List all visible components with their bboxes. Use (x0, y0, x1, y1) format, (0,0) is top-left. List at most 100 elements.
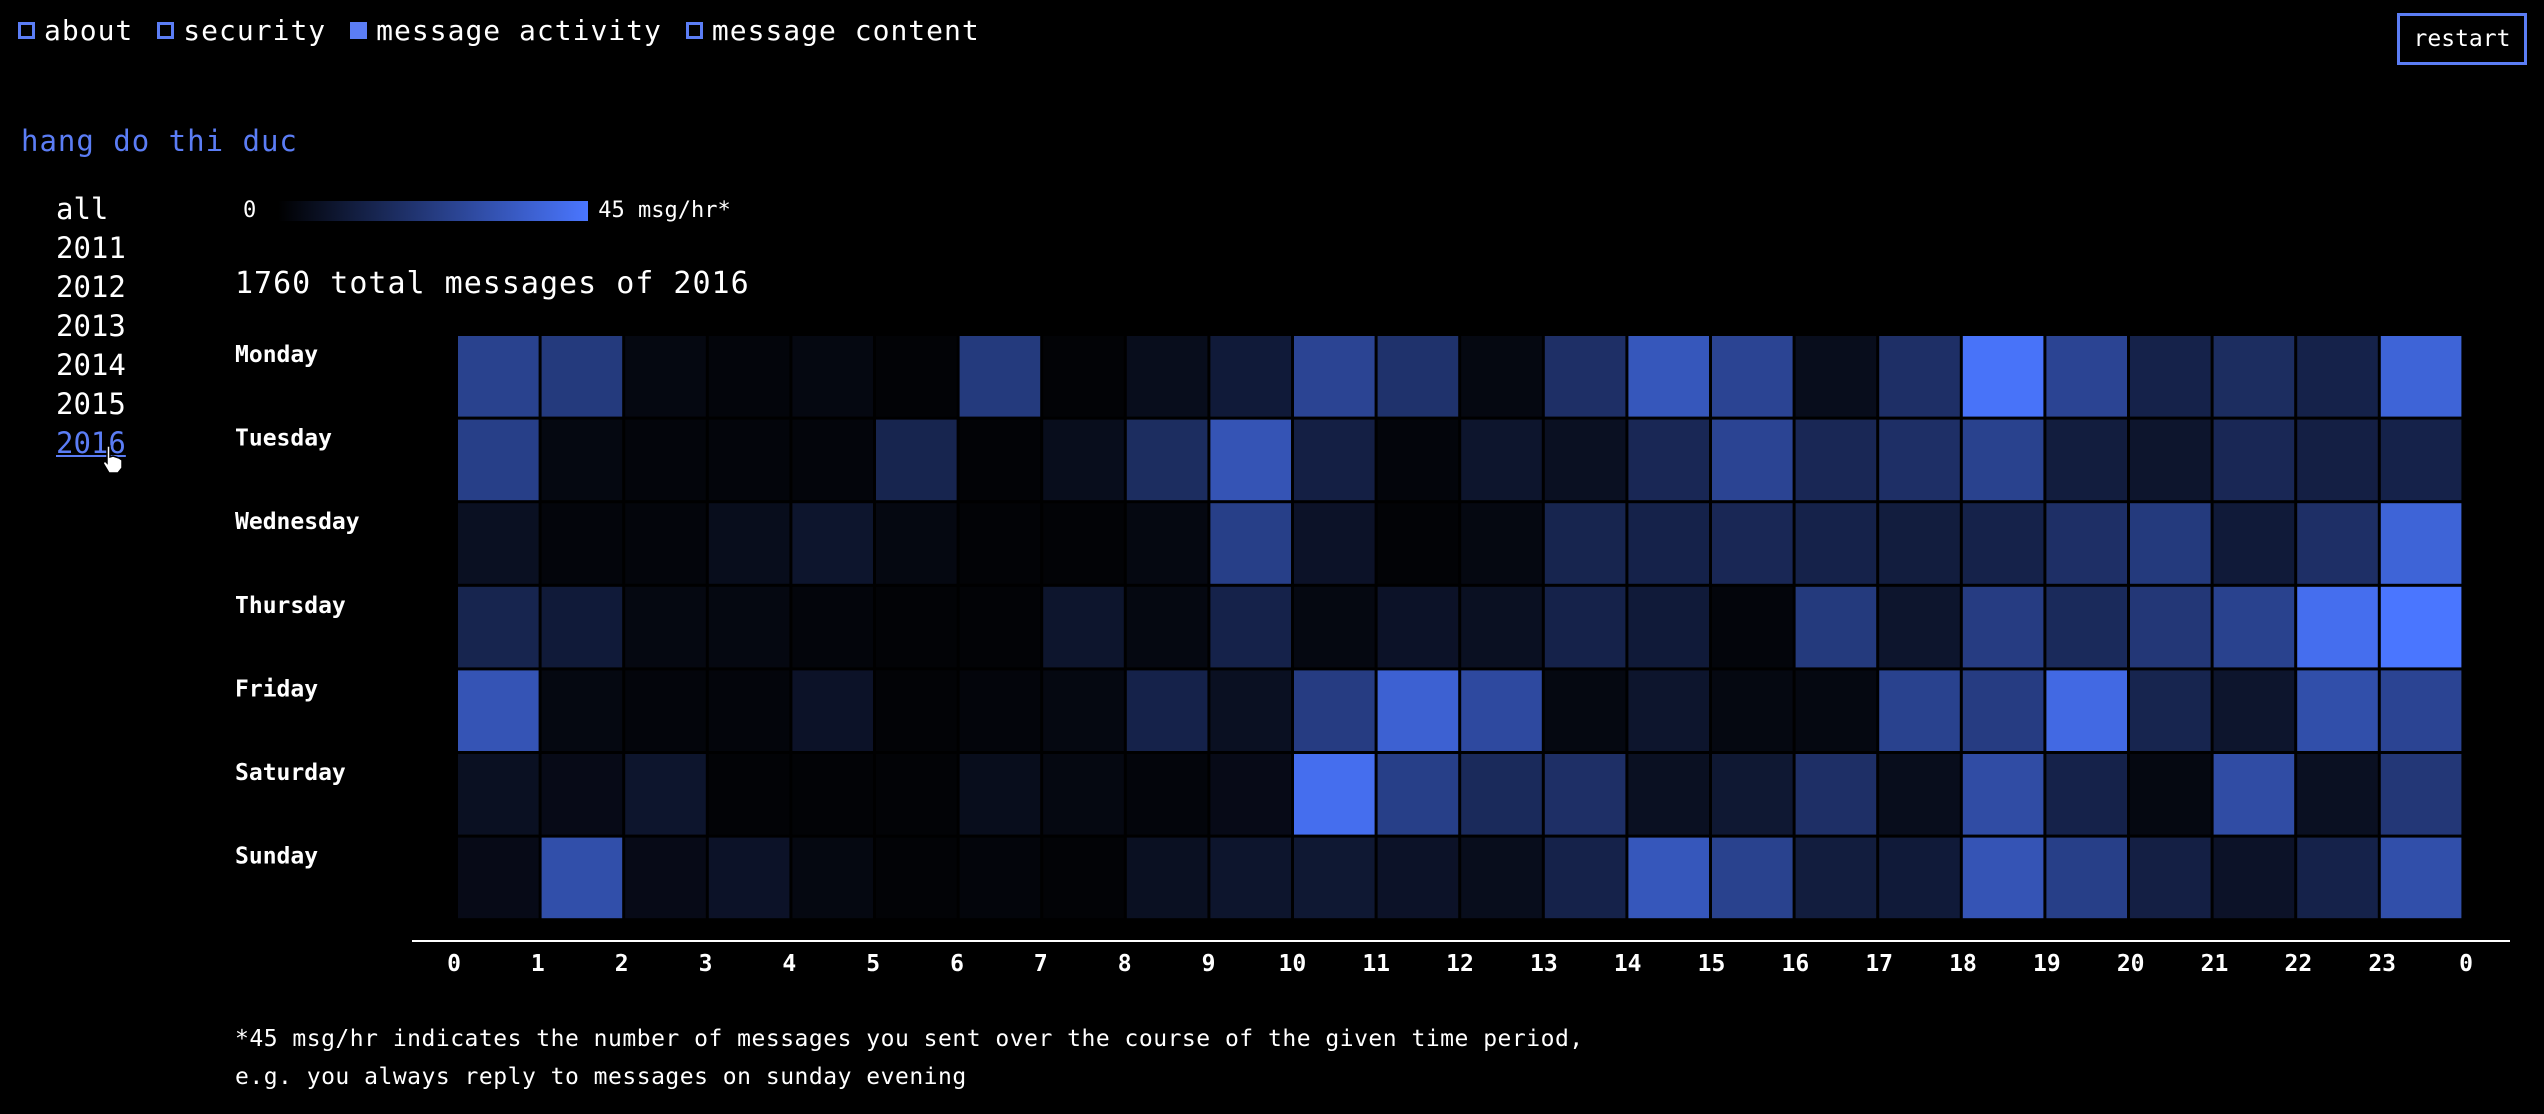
heatmap-cell[interactable] (959, 419, 1041, 501)
heatmap-cell[interactable] (1294, 336, 1375, 417)
heatmap-cell[interactable] (2046, 670, 2127, 751)
heatmap-cell[interactable] (2297, 837, 2378, 919)
heatmap-cell[interactable] (541, 586, 623, 668)
heatmap-cell[interactable] (1628, 503, 1709, 584)
heatmap-cell[interactable] (2297, 670, 2378, 751)
heatmap-cell[interactable] (959, 837, 1041, 919)
heatmap-cell[interactable] (2297, 503, 2378, 584)
heatmap-cell[interactable] (2046, 837, 2127, 919)
heatmap-cell[interactable] (1461, 336, 1542, 417)
nav-about[interactable]: about (18, 14, 133, 47)
heatmap-cell[interactable] (959, 586, 1041, 668)
heatmap-cell[interactable] (959, 336, 1041, 417)
heatmap-cell[interactable] (1795, 837, 1877, 919)
heatmap-cell[interactable] (1544, 336, 1626, 417)
heatmap-cell[interactable] (1210, 419, 1291, 501)
heatmap-cell[interactable] (1544, 586, 1626, 668)
heatmap-cell[interactable] (1795, 336, 1877, 417)
heatmap-cell[interactable] (2213, 419, 2295, 501)
heatmap-cell[interactable] (1712, 336, 1793, 417)
heatmap-cell[interactable] (1294, 754, 1375, 835)
heatmap-cell[interactable] (1544, 837, 1626, 919)
heatmap-cell[interactable] (625, 670, 706, 751)
heatmap-cell[interactable] (959, 670, 1041, 751)
heatmap-cell[interactable] (2046, 586, 2127, 668)
heatmap-cell[interactable] (2130, 586, 2211, 668)
heatmap-cell[interactable] (1126, 837, 1208, 919)
heatmap-cell[interactable] (1795, 503, 1877, 584)
heatmap-cell[interactable] (1879, 837, 1960, 919)
heatmap-cell[interactable] (2380, 503, 2462, 584)
heatmap-cell[interactable] (1461, 586, 1542, 668)
heatmap-cell[interactable] (1712, 837, 1793, 919)
heatmap-cell[interactable] (625, 503, 706, 584)
heatmap-cell[interactable] (1628, 419, 1709, 501)
heatmap-cell[interactable] (1544, 670, 1626, 751)
heatmap-cell[interactable] (1712, 754, 1793, 835)
heatmap-cell[interactable] (959, 503, 1041, 584)
heatmap-cell[interactable] (2213, 503, 2295, 584)
heatmap-cell[interactable] (876, 503, 957, 584)
heatmap-cell[interactable] (2213, 837, 2295, 919)
heatmap-cell[interactable] (1712, 419, 1793, 501)
heatmap-cell[interactable] (2380, 754, 2462, 835)
heatmap-cell[interactable] (2297, 754, 2378, 835)
heatmap-cell[interactable] (708, 837, 790, 919)
heatmap-cell[interactable] (1962, 503, 2044, 584)
heatmap-cell[interactable] (1461, 670, 1542, 751)
heatmap-cell[interactable] (625, 837, 706, 919)
heatmap-cell[interactable] (1544, 419, 1626, 501)
heatmap-cell[interactable] (1962, 837, 2044, 919)
heatmap-cell[interactable] (1126, 419, 1208, 501)
heatmap-cell[interactable] (1043, 336, 1124, 417)
heatmap-cell[interactable] (625, 754, 706, 835)
heatmap-cell[interactable] (2380, 336, 2462, 417)
nav-message-activity[interactable]: message activity (350, 14, 662, 47)
heatmap-cell[interactable] (792, 503, 873, 584)
heatmap-cell[interactable] (1544, 503, 1626, 584)
heatmap-cell[interactable] (792, 837, 873, 919)
heatmap-cell[interactable] (876, 754, 957, 835)
heatmap-cell[interactable] (876, 837, 957, 919)
heatmap-cell[interactable] (1126, 586, 1208, 668)
nav-message-content[interactable]: message content (685, 14, 980, 47)
heatmap-cell[interactable] (708, 754, 790, 835)
heatmap-cell[interactable] (541, 336, 623, 417)
year-item-2015[interactable]: 2015 (56, 387, 126, 421)
heatmap-cell[interactable] (458, 670, 539, 751)
heatmap-cell[interactable] (1377, 586, 1459, 668)
heatmap-cell[interactable] (1043, 670, 1124, 751)
heatmap-cell[interactable] (2130, 837, 2211, 919)
heatmap-cell[interactable] (1628, 586, 1709, 668)
heatmap-cell[interactable] (876, 670, 957, 751)
heatmap-cell[interactable] (1962, 670, 2044, 751)
heatmap-cell[interactable] (876, 419, 957, 501)
heatmap-cell[interactable] (541, 503, 623, 584)
heatmap-cell[interactable] (2213, 754, 2295, 835)
heatmap-cell[interactable] (1461, 503, 1542, 584)
heatmap-cell[interactable] (2046, 503, 2127, 584)
heatmap-cell[interactable] (541, 670, 623, 751)
heatmap-cell[interactable] (1294, 503, 1375, 584)
heatmap-cell[interactable] (1210, 336, 1291, 417)
heatmap-cell[interactable] (541, 837, 623, 919)
year-item-2011[interactable]: 2011 (56, 231, 126, 265)
heatmap-cell[interactable] (458, 754, 539, 835)
heatmap-cell[interactable] (458, 503, 539, 584)
heatmap-cell[interactable] (708, 503, 790, 584)
heatmap-cell[interactable] (1377, 837, 1459, 919)
heatmap-cell[interactable] (1962, 336, 2044, 417)
heatmap-cell[interactable] (1879, 586, 1960, 668)
heatmap-cell[interactable] (1712, 503, 1793, 584)
restart-button[interactable]: restart (2397, 13, 2527, 65)
heatmap-cell[interactable] (458, 336, 539, 417)
heatmap-cell[interactable] (2380, 837, 2462, 919)
heatmap-cell[interactable] (1712, 670, 1793, 751)
heatmap-cell[interactable] (625, 586, 706, 668)
heatmap-cell[interactable] (1628, 837, 1709, 919)
heatmap-cell[interactable] (2297, 586, 2378, 668)
heatmap-cell[interactable] (1628, 336, 1709, 417)
heatmap-cell[interactable] (792, 670, 873, 751)
heatmap-cell[interactable] (2130, 670, 2211, 751)
heatmap-cell[interactable] (792, 336, 873, 417)
